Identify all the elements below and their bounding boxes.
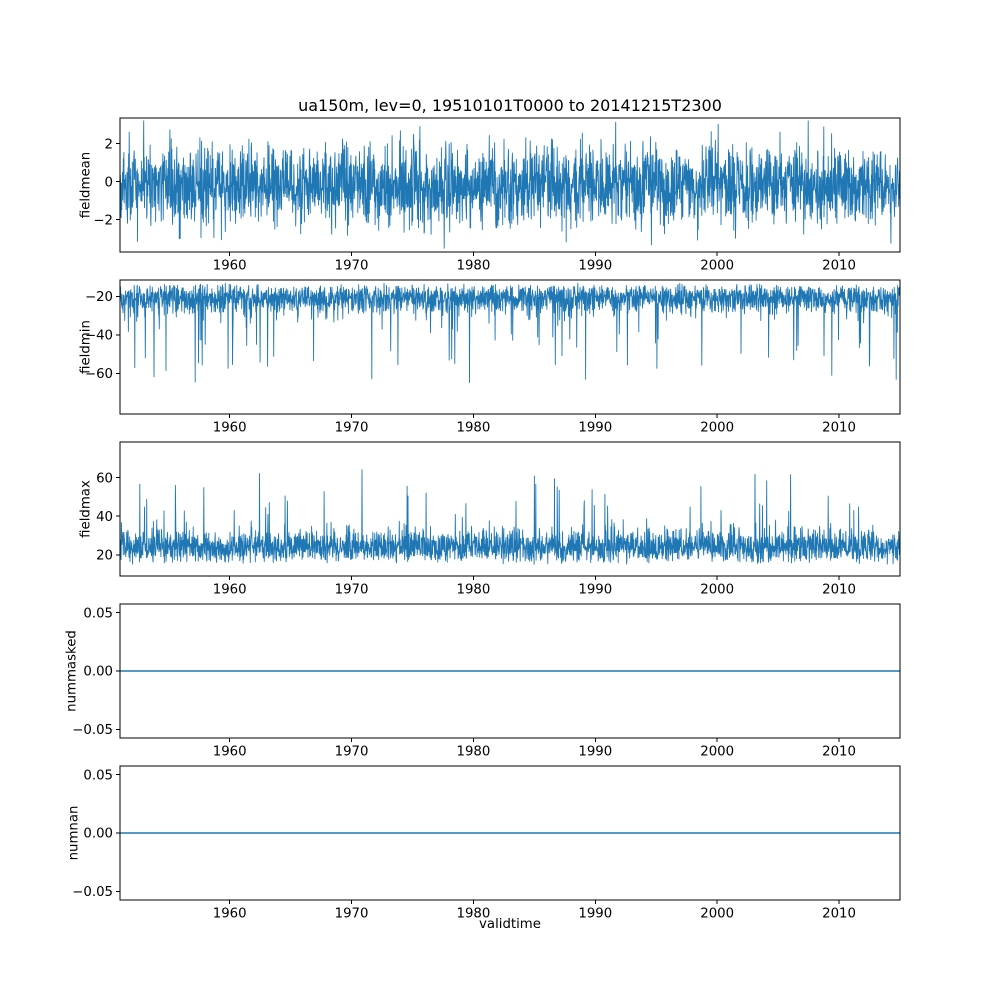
- x-tick-label: 2000: [700, 583, 734, 598]
- y-tick-label: 0.05: [83, 606, 113, 621]
- y-tick-label: −40: [85, 329, 113, 344]
- x-tick-label: 1990: [578, 583, 612, 598]
- x-tick-label: 1970: [335, 421, 369, 436]
- x-tick-label: 1970: [335, 907, 369, 922]
- y-tick-label: 0: [105, 175, 113, 190]
- series-line-fieldmax: [119, 469, 900, 565]
- x-tick-label: 2000: [700, 259, 734, 274]
- y-tick-label: 0.00: [83, 827, 113, 842]
- x-tick-label: 1990: [578, 421, 612, 436]
- x-tick-label: 2010: [822, 259, 856, 274]
- x-tick-label: 1960: [213, 421, 247, 436]
- axes-frame: [119, 117, 901, 253]
- x-tick-label: 2010: [822, 583, 856, 598]
- y-axis-label-fieldmax: fieldmax: [78, 480, 94, 538]
- x-tick-label: 1960: [213, 907, 247, 922]
- x-tick-label: 1970: [335, 583, 369, 598]
- y-tick-label: 20: [96, 548, 113, 563]
- x-tick-label: 1980: [457, 745, 491, 760]
- subplot-nummasked: 0.05 0.00 −0.05 1960 1970 1980 1990 2000 2010: [72, 603, 901, 760]
- x-tick-label: 1960: [213, 745, 247, 760]
- figure-title: ua150m, lev=0, 19510101T0000 to 20141215…: [298, 96, 722, 115]
- series-line-fieldmean: [119, 120, 900, 249]
- x-tick-label: 2000: [700, 907, 734, 922]
- y-axis-label-nummasked: nummasked: [64, 630, 80, 712]
- x-tick-label: 1960: [213, 583, 247, 598]
- subplot-fieldmin: −20 −40 −60 1960 1970 1980 1990 2000 2010: [85, 279, 901, 436]
- x-tick-label: 1990: [578, 745, 612, 760]
- x-tick-label: 2000: [700, 745, 734, 760]
- x-tick-label: 1980: [457, 907, 491, 922]
- y-tick-label: 60: [96, 471, 113, 486]
- x-tick-label: 1980: [457, 259, 491, 274]
- y-axis-label-fieldmin: fieldmin: [78, 320, 94, 374]
- axes-frame: [119, 441, 901, 577]
- x-tick-label: 1980: [457, 421, 491, 436]
- y-axis-label-numnan: numnan: [66, 805, 82, 861]
- subplot-numnan: 0.05 0.00 −0.05 1960 1970 1980 1990 2000 2010: [72, 765, 901, 922]
- x-tick-label: 2010: [822, 745, 856, 760]
- x-tick-label: 2010: [822, 421, 856, 436]
- y-tick-label: −2: [93, 213, 113, 228]
- subplot-fieldmax: 60 40 20 1960 1970 1980 1990 2000 2010: [96, 441, 901, 598]
- x-tick-label: 2000: [700, 421, 734, 436]
- y-tick-label: 0.00: [83, 665, 113, 680]
- subplot-fieldmean: 2 0 −2 1960 1970 1980 1990 2000 2010: [93, 117, 901, 274]
- y-tick-label: 40: [96, 510, 113, 525]
- x-tick-label: 1970: [335, 745, 369, 760]
- y-tick-label: −60: [85, 367, 113, 382]
- x-tick-label: 1960: [213, 259, 247, 274]
- y-tick-label: −0.05: [72, 723, 113, 738]
- x-axis-label: validtime: [479, 917, 541, 932]
- x-tick-label: 2010: [822, 907, 856, 922]
- y-axis-label-fieldmean: fieldmean: [78, 151, 94, 219]
- y-tick-label: 2: [105, 137, 113, 152]
- y-tick-label: −20: [85, 290, 113, 305]
- y-tick-label: 0.05: [83, 768, 113, 783]
- x-tick-label: 1990: [578, 907, 612, 922]
- axes-frame: [119, 279, 901, 415]
- x-tick-label: 1980: [457, 583, 491, 598]
- x-tick-label: 1970: [335, 259, 369, 274]
- x-tick-label: 1990: [578, 259, 612, 274]
- series-line-fieldmin: [119, 282, 900, 383]
- y-tick-label: −0.05: [72, 885, 113, 900]
